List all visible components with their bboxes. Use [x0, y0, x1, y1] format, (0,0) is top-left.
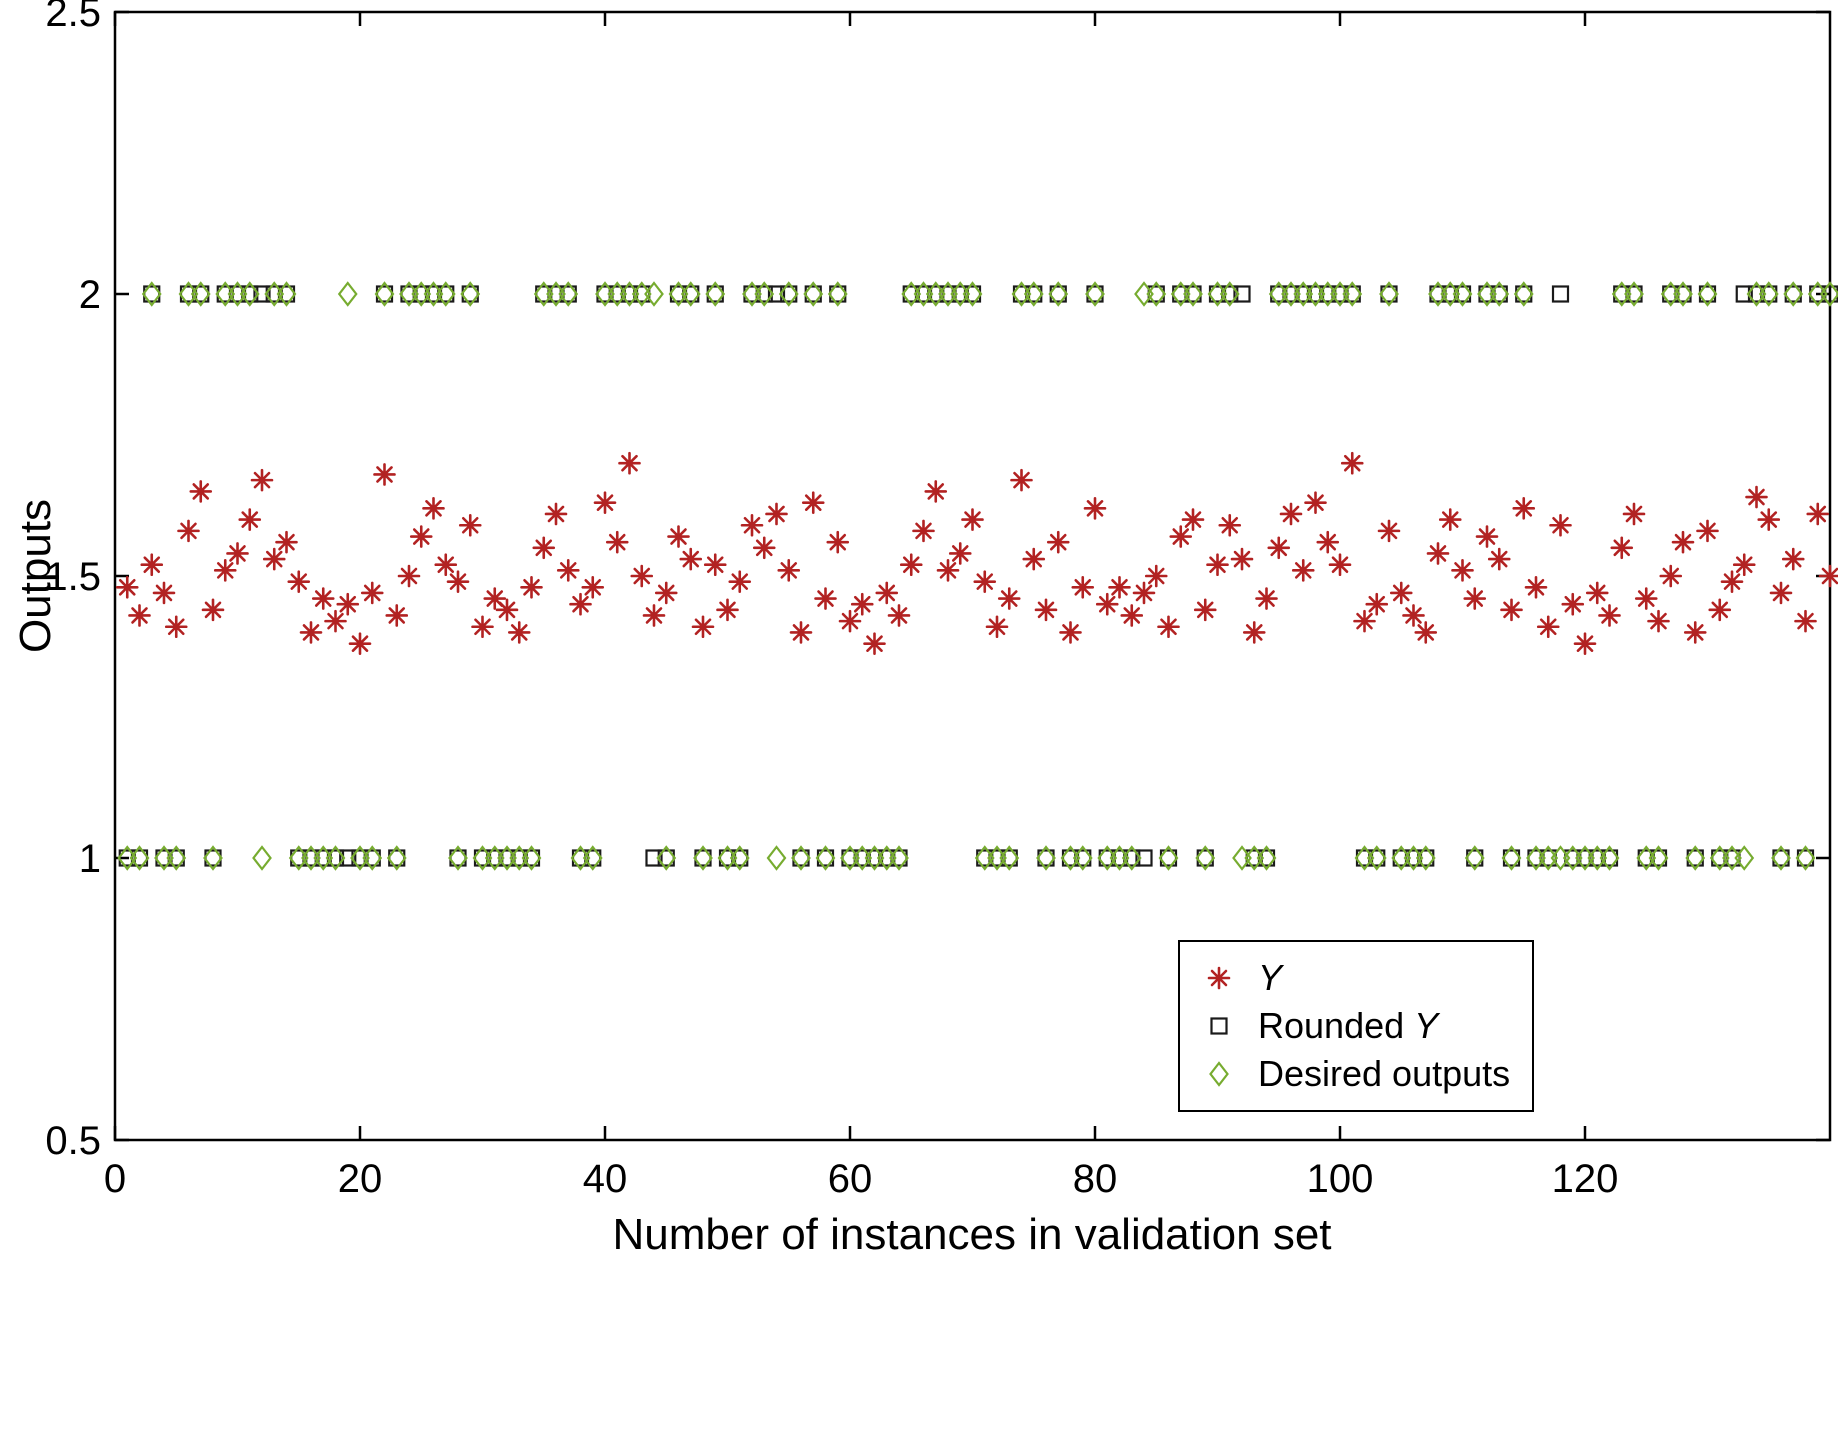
legend-item-desired-outputs: Desired outputs: [1180, 1050, 1532, 1098]
y-tick-label: 1: [79, 837, 101, 881]
y-tick-label: 1.5: [45, 555, 101, 599]
x-tick-label: 20: [338, 1157, 383, 1201]
x-tick-label: 0: [104, 1157, 126, 1201]
legend: Y Rounded Y Desired outputs: [1178, 940, 1534, 1112]
legend-label-y: Y: [1258, 957, 1283, 998]
series-asterisk-markers: [115, 451, 1838, 655]
x-tick-label: 80: [1073, 1157, 1118, 1201]
x-tick-label: 60: [828, 1157, 873, 1201]
asterisk-marker-icon: [1207, 966, 1231, 990]
legend-item-rounded-y: Rounded Y: [1180, 1002, 1532, 1050]
series-diamond-markers: [117, 281, 1838, 871]
y-tick-label: 0.5: [45, 1119, 101, 1163]
axes-box: [113, 10, 1832, 1142]
y-tick-label: 2: [79, 273, 101, 317]
legend-label-desired-outputs: Desired outputs: [1258, 1053, 1511, 1094]
diamond-marker-icon: [1209, 1061, 1229, 1087]
x-axis-title: Number of instances in validation set: [612, 1210, 1332, 1259]
x-tick-label: 120: [1552, 1157, 1619, 1201]
legend-item-y: Y: [1180, 954, 1532, 1002]
square-marker-icon: [1210, 1017, 1228, 1035]
x-tick-label: 40: [583, 1157, 628, 1201]
legend-label-rounded-y: Rounded Y: [1258, 1005, 1439, 1046]
y-axis-title: Outputs: [11, 498, 60, 654]
y-tick-label: 2.5: [45, 0, 101, 35]
axis-ticks: 0 20 40 60 80 100 120 0.5 1 1.5 2 2.5: [45, 0, 1830, 1201]
x-tick-label: 100: [1307, 1157, 1374, 1201]
